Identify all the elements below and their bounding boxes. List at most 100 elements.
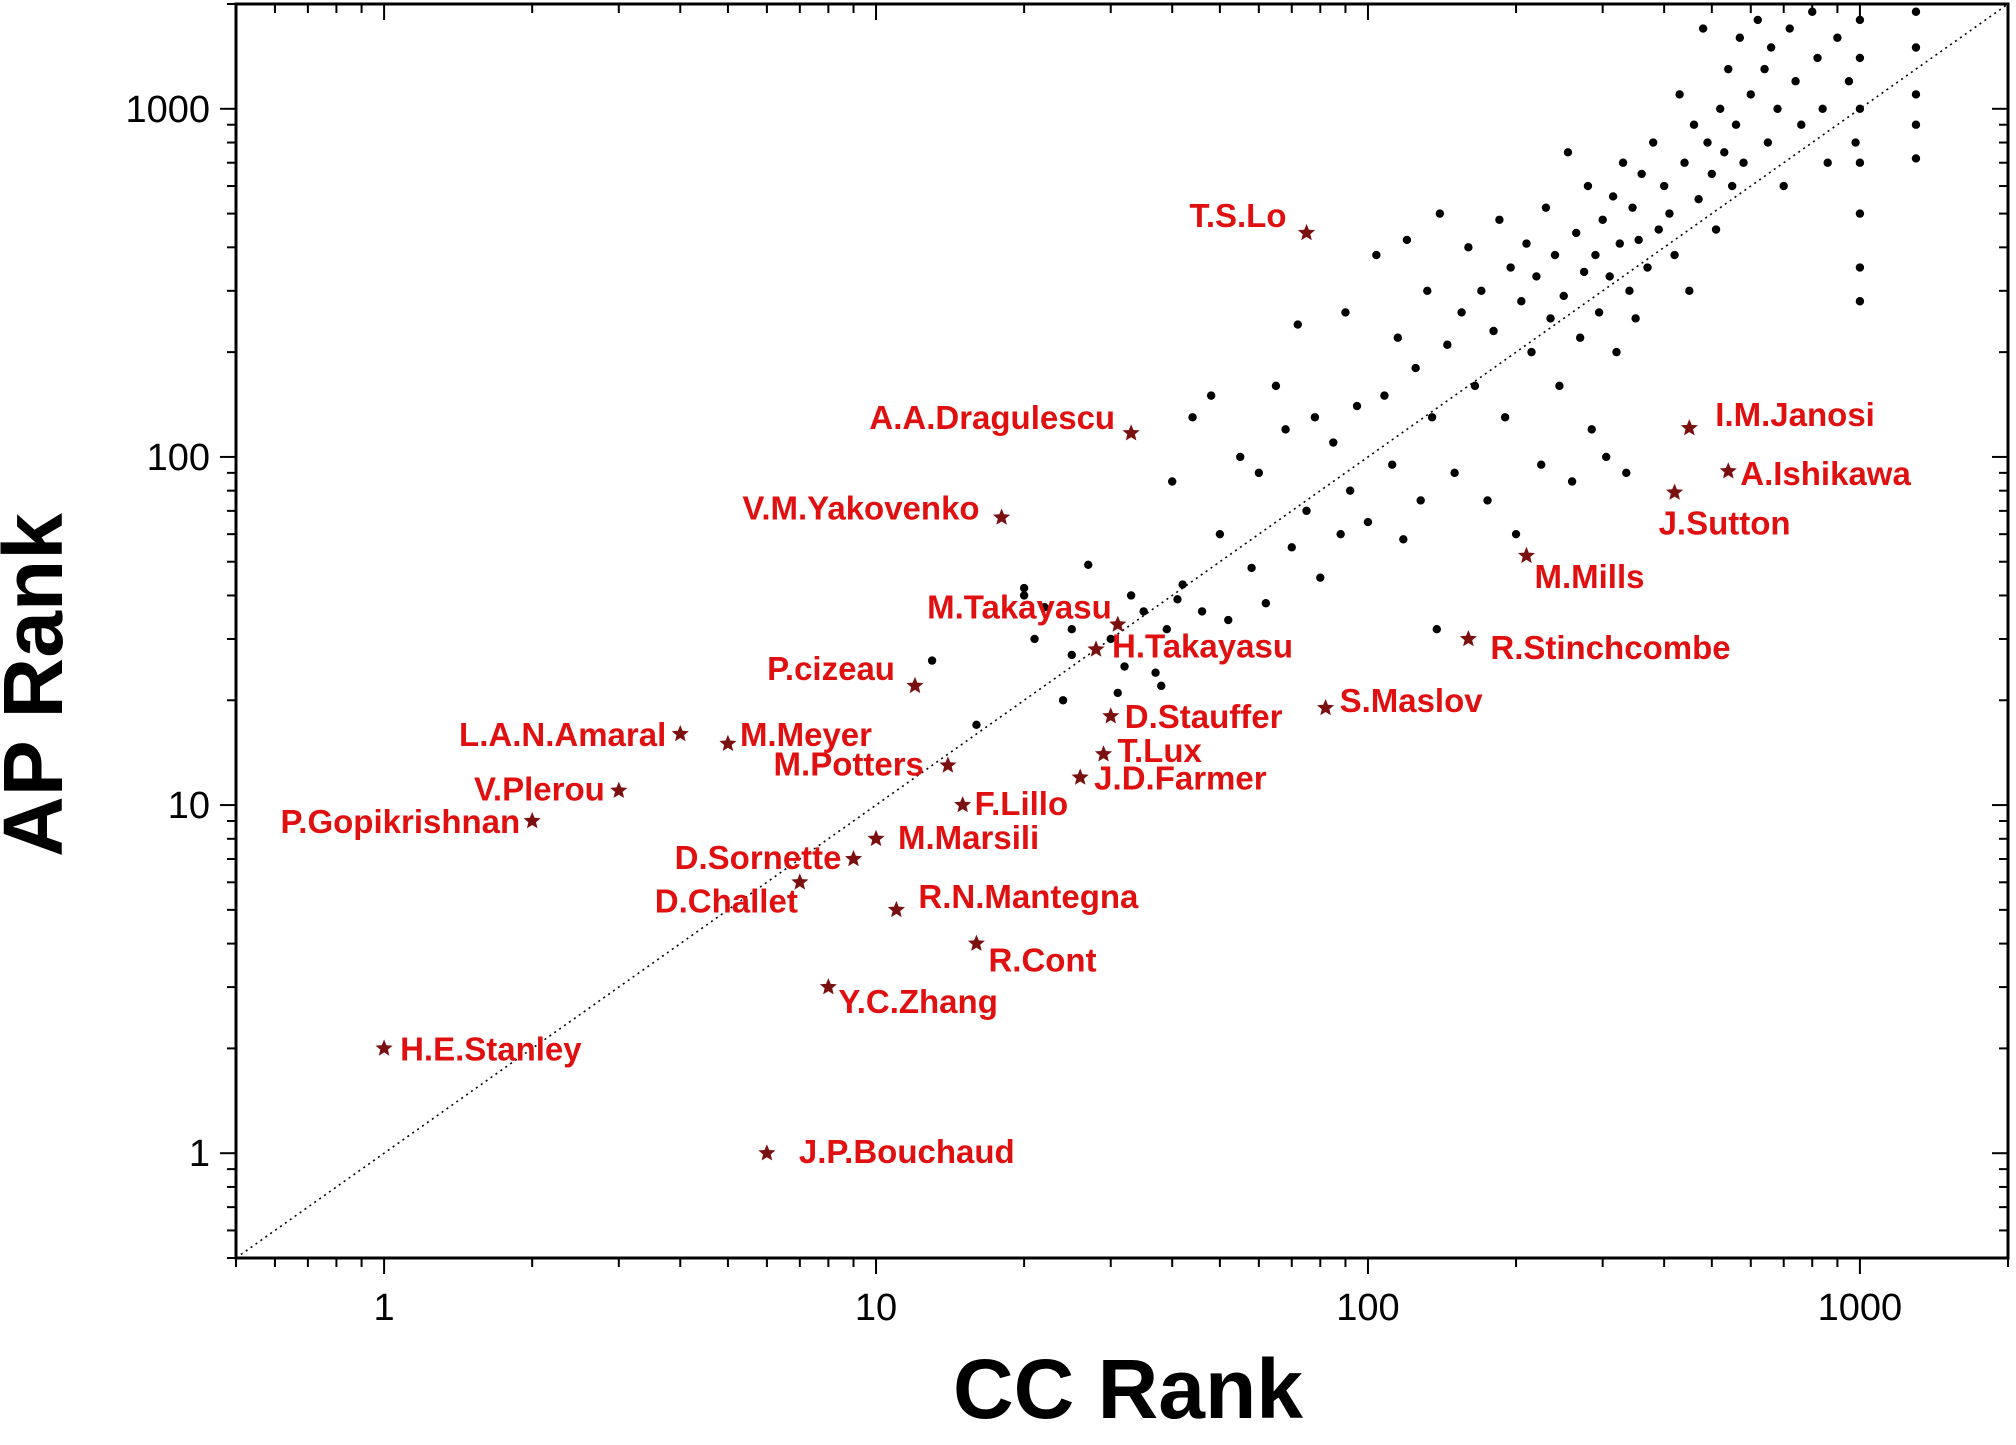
star-marker [867,829,885,847]
data-point [1019,591,1029,600]
data-point [1797,120,1806,129]
point-label: H.E.Stanley [400,1030,582,1067]
data-point [1654,225,1663,234]
data-point [1058,696,1068,705]
data-point [1541,203,1551,212]
data-point [1040,603,1049,612]
data-point [1612,347,1621,357]
data-point [1602,452,1611,462]
x-axis-title: CC Rank [953,1342,1303,1436]
highlighted-points-layer: H.E.Stanley J.P.Bouchaud P.GopikrishnanV.P… [281,197,1912,1170]
star-marker [1666,483,1684,500]
data-point [1402,235,1412,245]
point-label: H.Takayasu [1112,627,1293,664]
star-marker [1317,699,1335,716]
data-point [1310,413,1320,422]
data-point [1067,650,1076,660]
data-point [1517,297,1526,306]
data-point [1844,77,1854,86]
data-point [1247,563,1256,573]
point-label: J.P.Bouchaud [799,1133,1015,1170]
data-point [1735,33,1745,42]
data-point [1162,625,1171,634]
data-point [1316,573,1325,582]
data-point [1151,668,1160,677]
data-point [1500,413,1510,422]
data-point [1685,286,1694,296]
data-point [1281,425,1290,434]
point-label: T.Lux [1118,732,1203,769]
data-point [1818,104,1827,113]
data-point [1567,477,1577,486]
data-point [1559,291,1568,301]
point-label: P.cizeau [767,650,895,687]
data-point [1483,496,1492,505]
data-point [1522,239,1531,248]
data-point [1911,7,1921,16]
y-tick-label: 1 [189,1133,210,1175]
data-point [1188,413,1197,422]
data-point [1380,391,1389,400]
data-point [1855,209,1865,218]
x-tick-label: 1000 [1818,1287,1903,1329]
data-point [1855,104,1865,113]
data-point [1779,181,1788,191]
diagonal-reference-line [235,3,2009,1259]
data-point [1571,228,1581,238]
data-point [1329,438,1338,447]
data-point [1628,203,1637,212]
data-point [1293,320,1302,329]
data-point [1587,425,1596,434]
data-point [1435,209,1445,218]
data-point [1724,64,1733,74]
data-point [1399,535,1408,544]
data-point [1625,286,1634,296]
data-point [1785,24,1794,33]
data-point [1575,333,1585,342]
data-point [1527,347,1536,357]
point-label: R.Cont [988,942,1096,979]
y-axis-title: AP Rank [0,513,80,857]
data-point [1261,599,1271,608]
data-point [1707,169,1717,179]
data-point [1084,560,1093,569]
point-label: M.Marsili [898,819,1039,856]
data-point [1495,215,1504,224]
data-point [1506,263,1515,272]
data-point [972,720,981,730]
data-point [1236,452,1245,462]
data-point [1698,24,1708,33]
data-point [1157,681,1166,691]
data-point [1345,486,1355,495]
star-marker [719,734,737,751]
data-point [1271,381,1281,391]
point-label: F.Lillo [975,785,1069,822]
data-point [1443,340,1452,349]
data-point [1563,148,1573,157]
data-point [1618,158,1628,167]
data-point [1791,77,1800,86]
data-point [1703,138,1712,147]
data-point [1546,314,1555,323]
data-point [1555,381,1564,391]
star-marker [1122,424,1140,441]
data-point [1739,158,1748,167]
data-point [1019,583,1029,593]
data-point [1363,517,1373,527]
point-label: M.Potters [774,745,924,782]
data-point [1477,286,1486,296]
star-marker [954,796,972,813]
data-point [1168,477,1177,486]
data-point [1341,308,1350,317]
data-point [1393,333,1403,342]
point-label: J.Sutton [1659,505,1791,542]
x-tick-label: 100 [1336,1287,1399,1329]
axes-layer [234,2,2010,1260]
data-point [1215,529,1225,539]
point-label: T.S.Lo [1189,197,1286,234]
data-point [1694,194,1703,204]
star-marker [1102,707,1120,724]
x-tick-label: 1 [374,1287,395,1329]
data-point [1855,263,1865,272]
data-point [1643,263,1652,272]
